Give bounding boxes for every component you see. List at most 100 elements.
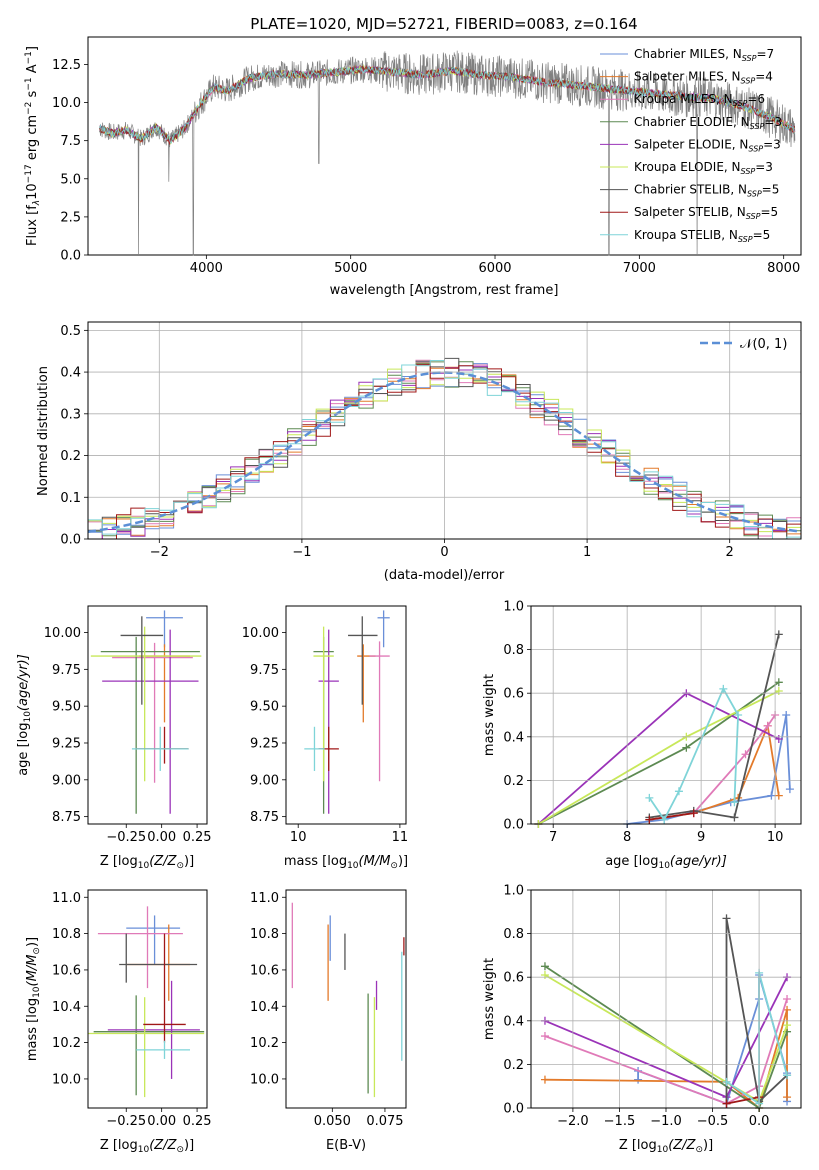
y-tick-label: 11.0 <box>250 891 279 906</box>
residuals-xlabel: (data-model)/error <box>384 568 505 583</box>
y-tick-label: 0.0 <box>503 818 524 833</box>
mass-weight-marker <box>774 734 783 743</box>
y-tick-label: 0.0 <box>60 249 81 264</box>
y-tick-label: 0.8 <box>503 643 524 658</box>
x-tick-label: −0.25 <box>106 1114 146 1129</box>
spectrum-panel: 4000 5000 6000 7000 8000 0.0 2.5 5.0 7.5 10.0 12.5… <box>24 36 802 298</box>
ebv-xlabel: E(B-V) <box>326 1138 366 1153</box>
x-tick-label: −1.0 <box>650 1114 682 1129</box>
x-tick-label: 10 <box>290 830 307 845</box>
weight-vs-Z-ylabel: mass weight <box>482 958 497 1040</box>
x-tick-label: 0.0 <box>749 1114 770 1129</box>
y-tick-label: 0.1 <box>60 491 81 506</box>
x-tick-label: 0.00 <box>147 1114 176 1129</box>
ebv-axes-frame <box>285 889 407 1109</box>
age-vs-mass-axes-frame <box>285 605 407 825</box>
x-tick-label: 0.075 <box>366 1114 403 1129</box>
y-tick-label: 10.6 <box>52 963 81 978</box>
mass-weight-marker <box>722 914 731 923</box>
mass-weight-marker <box>734 711 743 719</box>
y-tick-label: 10.2 <box>250 1036 279 1051</box>
y-tick-label: 0.2 <box>60 449 81 464</box>
x-tick-label: 0.25 <box>183 1114 212 1129</box>
y-tick-label: 10.8 <box>250 927 279 942</box>
y-tick-label: 9.00 <box>52 773 81 788</box>
spectrum-ylabel: Flux [fλ10−17 erg cm−2 s−1 A−1] <box>24 46 42 246</box>
x-tick-label: 2 <box>726 545 734 560</box>
age-vs-mass-xlabel: mass [log10(M/M⊙)] <box>284 854 408 871</box>
mass-weight-marker <box>719 684 728 693</box>
spectrum-plot-area <box>99 50 796 256</box>
y-tick-label: 0.4 <box>503 1014 524 1029</box>
mass-weight-marker <box>782 711 791 719</box>
mass-weight-marker <box>783 1093 792 1102</box>
weight-vs-Z-panel: −2.0 −1.5 −1.0 −0.5 0.0 0.0 0.2 0.4 0.6 0.8 1.0 Z … <box>482 884 802 1155</box>
x-tick-label: 7 <box>549 830 557 845</box>
mass-weight-line <box>726 1096 760 1105</box>
y-tick-label: 10.2 <box>52 1036 81 1051</box>
mass-weight-marker <box>660 815 669 824</box>
legend-label: Salpeter ELODIE, NSSP=3 <box>634 137 781 153</box>
mass-weight-line <box>725 918 788 1104</box>
mass-weight-marker <box>783 995 792 1003</box>
mass-weight-marker <box>645 815 654 824</box>
legend-label: Salpeter STELIB, NSSP=5 <box>634 205 778 221</box>
y-tick-label: 1.0 <box>503 600 524 615</box>
mass-vs-Z-axes: −0.25 0.00 0.25 10.0 10.2 10.4 10.6 10.8 11.0 <box>52 891 212 1129</box>
spectrum-legend: Chabrier MILES, NSSP=7 Salpeter MILES, NS… <box>600 47 782 244</box>
y-tick-label: 0.6 <box>503 687 524 702</box>
y-tick-label: 10.00 <box>44 626 81 641</box>
x-tick-label: 0.25 <box>183 830 212 845</box>
legend-label: Chabrier ELODIE, NSSP=3 <box>634 115 782 131</box>
mass-weight-marker <box>730 798 739 807</box>
mass-weight-marker <box>785 785 794 794</box>
x-tick-label: 7000 <box>623 261 656 276</box>
mass-weight-marker <box>540 962 549 971</box>
mass-weight-marker <box>634 1075 643 1084</box>
age-vs-mass-panel: 10 11 8.75 9.00 9.25 9.50 9.75 10.00 mass [log1… <box>242 605 408 871</box>
y-tick-label: 10.8 <box>52 927 81 942</box>
age-vs-Z-xlabel: Z [log10(Z/Z⊙)] <box>100 854 194 871</box>
y-tick-label: 0.2 <box>503 774 524 789</box>
x-tick-label: −0.5 <box>697 1114 729 1129</box>
mass-weight-marker <box>774 791 783 800</box>
y-tick-label: 0.5 <box>60 324 81 339</box>
ebv-plot-area <box>291 902 405 1098</box>
y-tick-label: 8.75 <box>52 810 81 825</box>
weight-vs-Z-axes-frame <box>530 889 802 1109</box>
legend-label: Kroupa ELODIE, NSSP=3 <box>634 160 773 176</box>
y-tick-label: 10.0 <box>52 96 81 111</box>
mass-weight-marker <box>763 721 772 730</box>
x-tick-label: 0.050 <box>314 1114 351 1129</box>
x-tick-label: 1 <box>583 545 591 560</box>
y-tick-label: 9.00 <box>250 773 279 788</box>
weight-vs-age-ylabel: mass weight <box>482 674 497 756</box>
mass-weight-marker <box>540 971 549 980</box>
x-tick-label: 9 <box>697 830 705 845</box>
y-tick-label: 9.50 <box>52 700 81 715</box>
spectrum-axes: 4000 5000 6000 7000 8000 0.0 2.5 5.0 7.5 10.0 12.5 <box>52 58 800 276</box>
figure-title: PLATE=1020, MJD=52721, FIBERID=0083, z=0… <box>250 15 637 33</box>
age-vs-Z-axes-frame <box>87 605 208 825</box>
mass-weight-line <box>693 714 776 814</box>
y-tick-label: 12.5 <box>52 58 81 73</box>
spectrum-xlabel: wavelength [Angstrom, rest frame] <box>330 283 559 298</box>
mass-vs-Z-axes-frame <box>87 889 208 1109</box>
x-tick-label: −2.0 <box>557 1114 589 1129</box>
legend-label: Chabrier STELIB, NSSP=5 <box>634 183 779 199</box>
y-tick-label: 0.0 <box>503 1102 524 1117</box>
mass-weight-marker <box>722 1099 731 1108</box>
mass-weight-marker <box>540 1032 549 1041</box>
mass-vs-Z-plot-area <box>88 906 205 1098</box>
x-tick-label: 10 <box>767 830 784 845</box>
y-tick-label: 1.0 <box>503 884 524 899</box>
weight-vs-age-xlabel: age [log10(age/yr)] <box>605 854 727 871</box>
y-tick-label: 9.75 <box>250 663 279 678</box>
y-tick-label: 9.25 <box>52 736 81 751</box>
mass-vs-Z-panel: −0.25 0.00 0.25 10.0 10.2 10.4 10.6 10.8 11.0 Z … <box>25 889 212 1155</box>
mass-weight-marker <box>682 743 691 752</box>
observed-spectrum-line <box>99 50 796 256</box>
mass-weight-marker <box>722 1077 731 1086</box>
mass-weight-marker <box>674 787 683 796</box>
mass-weight-line <box>649 722 780 821</box>
